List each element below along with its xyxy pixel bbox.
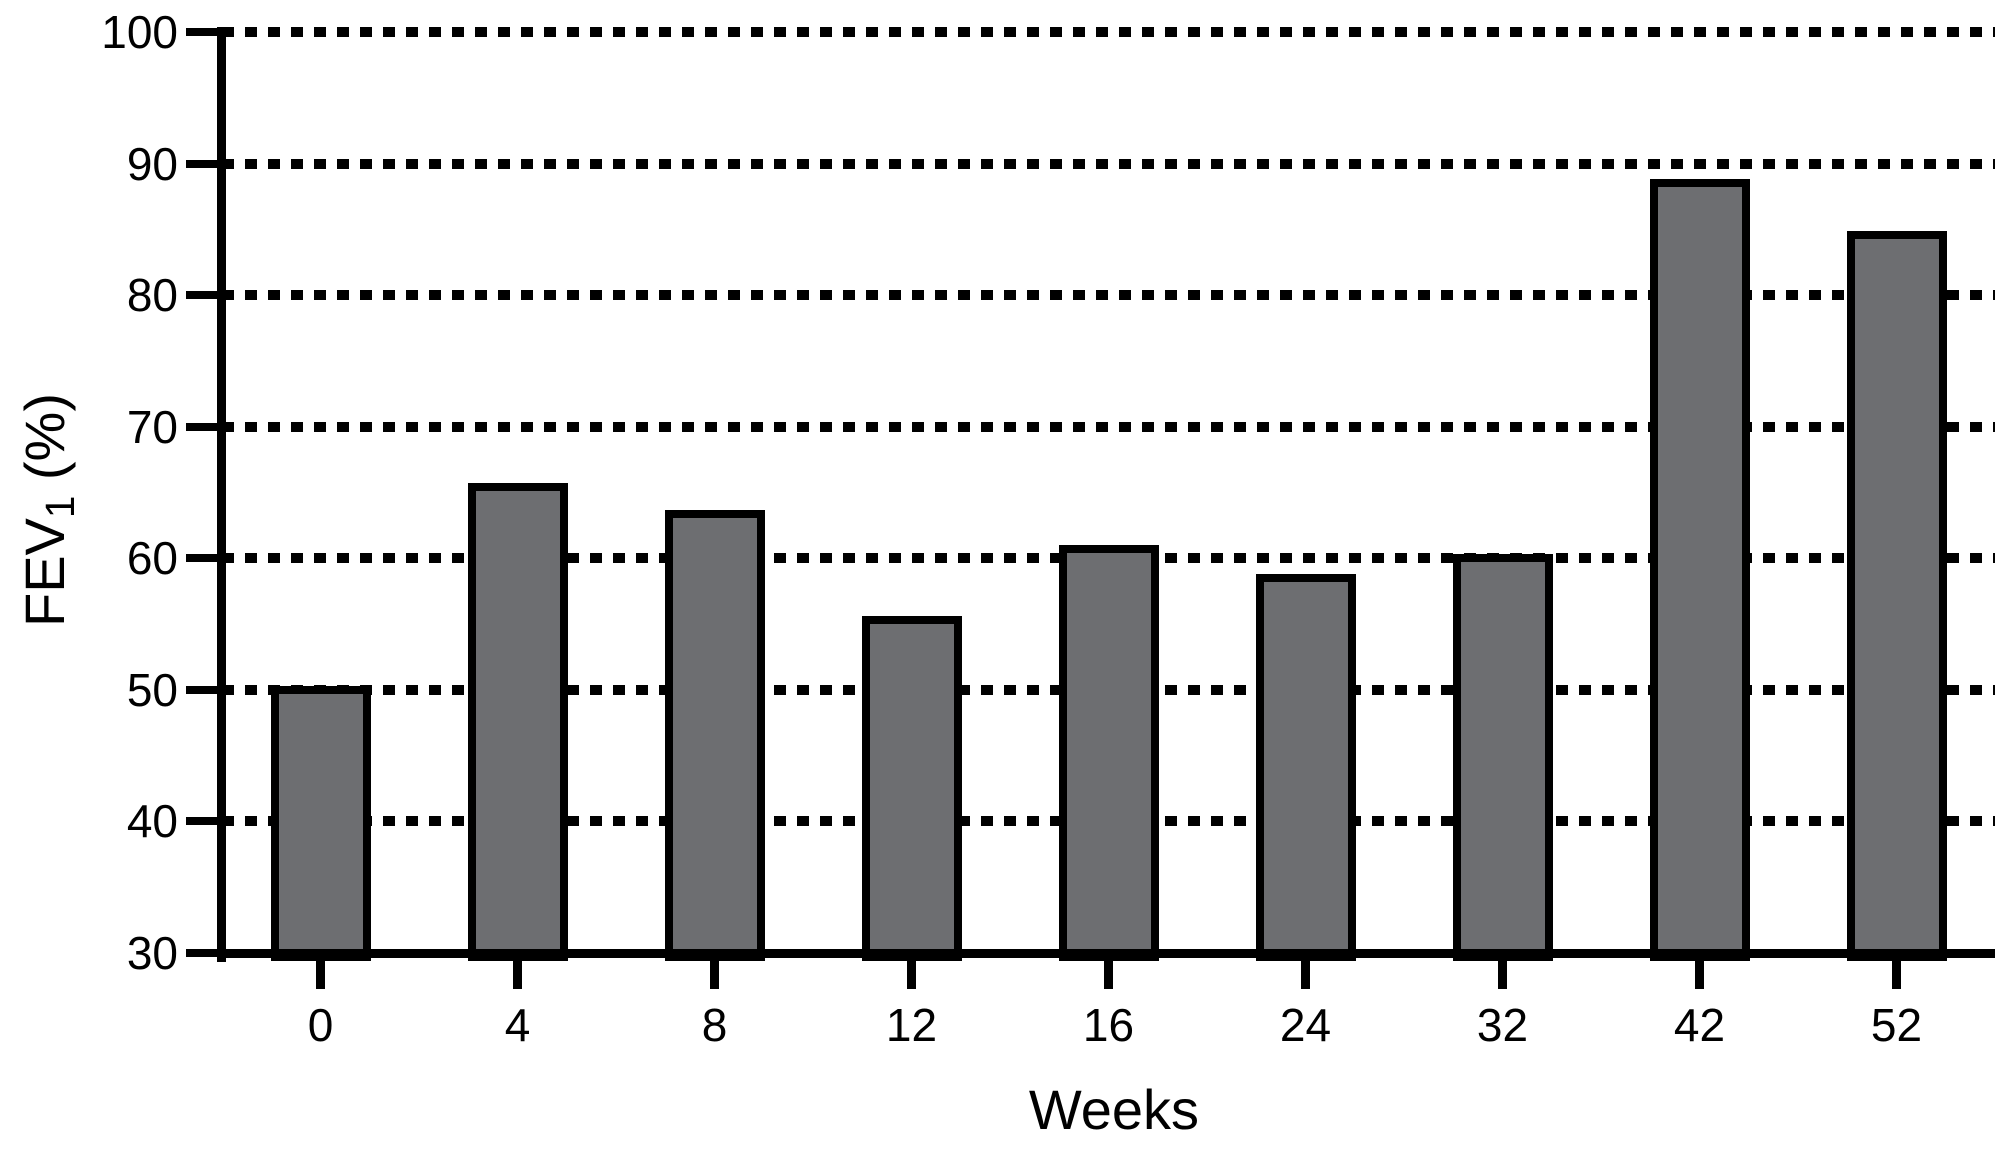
y-tick-label-80: 80 [126,269,178,322]
gridline-y-80 [222,290,1995,301]
x-tick-label-32: 32 [1476,999,1529,1051]
x-axis-tick-42 [1695,953,1704,989]
y-tick-label-30: 30 [126,927,178,979]
gridline-y-100 [222,27,1995,37]
y-axis-tick-40 [186,817,226,826]
y-axis-tick-30 [186,949,226,957]
bar-week-24 [1255,574,1356,961]
y-axis-tick-70 [186,422,226,431]
bar-week-52 [1846,230,1947,961]
x-axis-title: Weeks [1028,1078,1200,1141]
x-axis-tick-52 [1892,953,1901,989]
bar-week-12 [861,616,962,961]
x-tick-label-0: 0 [307,999,334,1051]
x-tick-label-24: 24 [1279,999,1332,1051]
y-tick-label-100: 100 [101,6,178,58]
x-tick-label-42: 42 [1673,999,1726,1051]
gridline-y-70 [222,421,1995,432]
gridline-y-90 [222,158,1995,169]
x-axis-line [217,949,1995,958]
y-axis-line [217,27,226,962]
x-tick-label-12: 12 [885,999,938,1051]
y-tick-label-70: 70 [126,400,178,453]
x-tick-label-16: 16 [1082,999,1135,1051]
x-axis-tick-0 [316,953,325,989]
x-tick-label-52: 52 [1870,999,1923,1051]
y-tick-label-50: 50 [126,663,178,716]
y-axis-tick-90 [186,159,226,168]
x-axis-tick-12 [907,953,916,989]
x-axis-tick-8 [710,953,719,989]
y-axis-title-subscript: 1 [37,495,84,519]
x-axis-tick-24 [1301,953,1310,989]
y-tick-label-90: 90 [126,137,178,190]
bar-week-0 [270,685,371,961]
y-axis-tick-80 [186,291,226,300]
bar-week-42 [1649,179,1750,961]
x-axis-tick-4 [513,953,522,989]
x-tick-label-4: 4 [504,999,531,1051]
x-tick-label-8: 8 [701,999,728,1051]
y-axis-title: FEV1 (%) [13,300,83,720]
bar-week-8 [664,509,765,961]
y-axis-tick-50 [186,685,226,694]
bar-week-4 [467,483,568,961]
bar-week-32 [1452,554,1553,961]
y-tick-label-40: 40 [126,795,178,848]
y-axis-tick-60 [186,554,226,563]
bar-week-16 [1058,545,1159,961]
x-axis-tick-32 [1498,953,1507,989]
y-tick-label-60: 60 [126,532,178,585]
x-axis-tick-16 [1104,953,1113,989]
y-axis-tick-100 [186,28,226,36]
